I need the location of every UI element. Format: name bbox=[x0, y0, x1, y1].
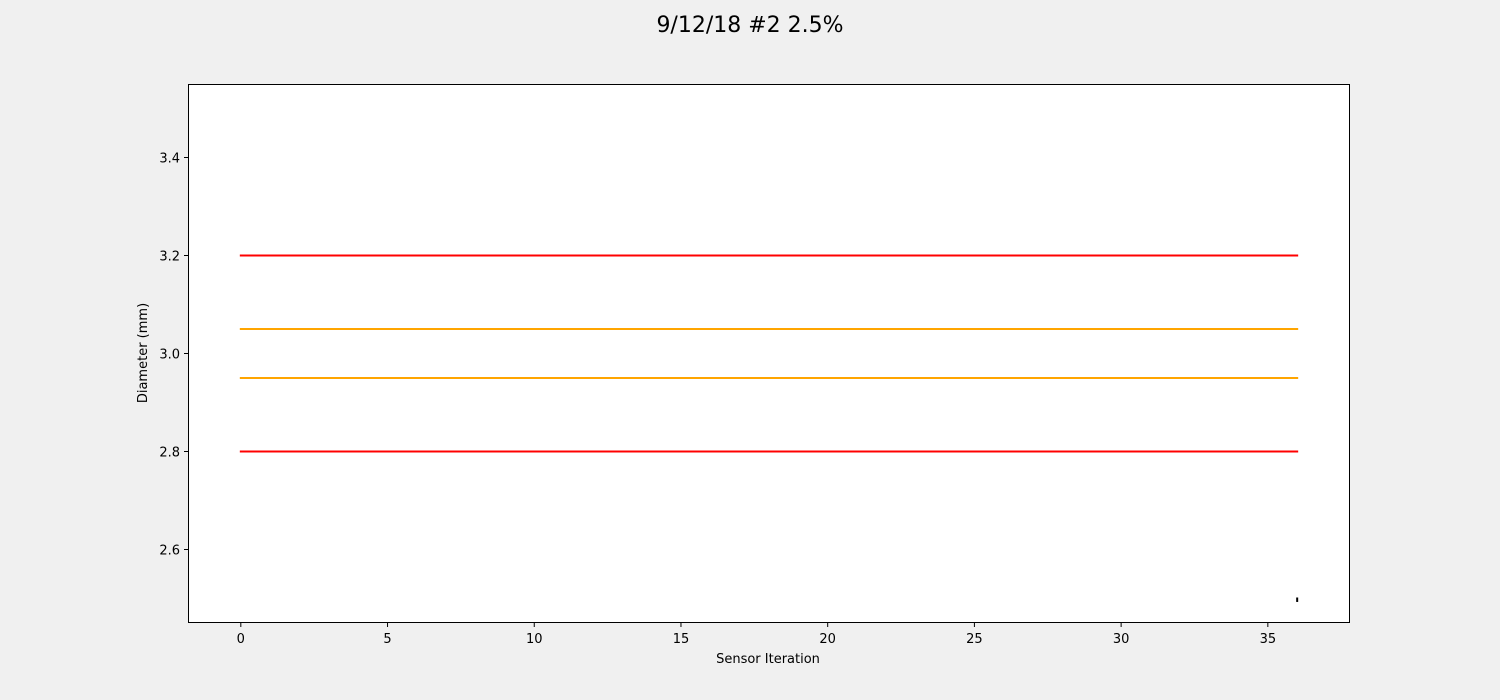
y-tick-label: 3.2 bbox=[159, 250, 180, 265]
y-tick-label: 3.4 bbox=[159, 152, 180, 167]
y-tick-label: 2.8 bbox=[159, 446, 180, 461]
x-tick-label: 5 bbox=[383, 632, 391, 647]
y-axis-label: Diameter (mm) bbox=[136, 303, 151, 403]
x-tick-label: 35 bbox=[1260, 632, 1277, 647]
x-axis-label: Sensor Iteration bbox=[716, 652, 820, 667]
x-tick-label: 10 bbox=[526, 632, 543, 647]
series-group bbox=[239, 254, 1299, 602]
x-axis: 0 5 10 15 20 25 30 35 bbox=[237, 623, 1276, 647]
x-tick-label: 30 bbox=[1113, 632, 1130, 647]
chart-title: 9/12/18 #2 2.5% bbox=[656, 13, 843, 38]
y-tick-label: 3.0 bbox=[159, 348, 180, 363]
y-axis: 2.6 2.8 3.0 3.2 3.4 bbox=[159, 152, 188, 559]
x-tick-label: 15 bbox=[673, 632, 690, 647]
y-tick-label: 2.6 bbox=[159, 544, 180, 559]
x-tick-label: 20 bbox=[819, 632, 836, 647]
x-tick-label: 25 bbox=[966, 632, 983, 647]
plot-area bbox=[188, 84, 1350, 623]
x-tick-label: 0 bbox=[237, 632, 245, 647]
